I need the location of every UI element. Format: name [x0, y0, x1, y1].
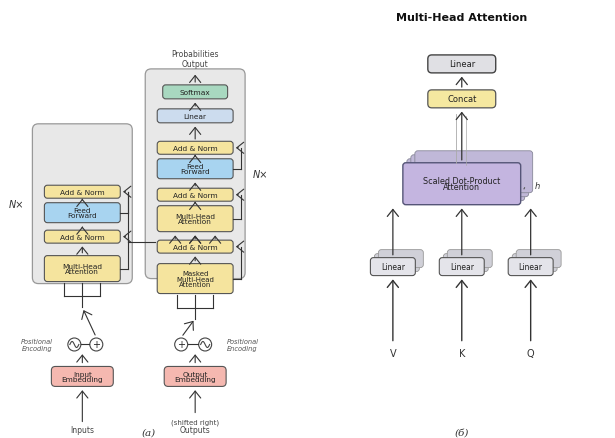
Text: Input: Input — [73, 371, 92, 377]
FancyBboxPatch shape — [44, 256, 121, 282]
FancyBboxPatch shape — [44, 186, 121, 199]
Text: Add & Norm: Add & Norm — [173, 192, 218, 198]
Text: K: K — [459, 349, 465, 359]
Text: Positional
Encoding: Positional Encoding — [20, 338, 52, 351]
FancyBboxPatch shape — [145, 70, 245, 279]
FancyBboxPatch shape — [164, 367, 226, 387]
Text: Multi-Head: Multi-Head — [175, 213, 215, 219]
FancyBboxPatch shape — [157, 110, 233, 124]
Text: Forward: Forward — [68, 213, 97, 219]
Text: N×: N× — [253, 170, 269, 179]
FancyBboxPatch shape — [411, 155, 529, 197]
Text: Multi-Head: Multi-Head — [177, 276, 214, 282]
Text: Feed: Feed — [74, 208, 91, 213]
Circle shape — [68, 338, 81, 351]
FancyBboxPatch shape — [508, 258, 553, 276]
Text: Attention: Attention — [443, 183, 480, 191]
Text: Attention: Attention — [179, 282, 212, 287]
FancyBboxPatch shape — [157, 159, 233, 179]
FancyBboxPatch shape — [378, 250, 423, 268]
Text: (a): (a) — [141, 428, 156, 437]
FancyBboxPatch shape — [157, 206, 233, 232]
Text: Multi-Head: Multi-Head — [62, 263, 102, 269]
FancyBboxPatch shape — [447, 250, 492, 268]
Text: Probabilities: Probabilities — [172, 50, 219, 59]
Text: Linear: Linear — [381, 262, 405, 272]
Text: Embedding: Embedding — [62, 376, 103, 382]
Text: Q: Q — [527, 349, 534, 359]
FancyBboxPatch shape — [439, 258, 484, 276]
FancyBboxPatch shape — [163, 86, 228, 99]
FancyBboxPatch shape — [428, 56, 496, 74]
FancyBboxPatch shape — [370, 258, 415, 276]
Text: Concat: Concat — [447, 95, 477, 104]
Text: Linear: Linear — [449, 60, 475, 69]
FancyBboxPatch shape — [428, 91, 496, 109]
Text: Add & Norm: Add & Norm — [60, 189, 105, 195]
Text: Linear: Linear — [518, 262, 542, 272]
FancyBboxPatch shape — [157, 264, 233, 294]
FancyBboxPatch shape — [403, 163, 521, 205]
Text: Multi-Head Attention: Multi-Head Attention — [396, 13, 528, 23]
Text: Forward: Forward — [180, 169, 210, 175]
Text: +: + — [92, 340, 100, 350]
FancyBboxPatch shape — [44, 203, 121, 223]
Text: Add & Norm: Add & Norm — [173, 145, 218, 152]
FancyBboxPatch shape — [157, 142, 233, 155]
FancyBboxPatch shape — [33, 124, 132, 284]
Circle shape — [199, 338, 212, 351]
FancyBboxPatch shape — [157, 189, 233, 202]
Text: N×: N× — [9, 199, 25, 209]
Text: h: h — [534, 182, 540, 191]
Text: Output: Output — [182, 60, 208, 69]
Text: Output: Output — [183, 371, 208, 377]
Text: Attention: Attention — [178, 219, 212, 225]
FancyBboxPatch shape — [443, 254, 488, 272]
FancyBboxPatch shape — [407, 159, 525, 201]
Text: Linear: Linear — [450, 262, 474, 272]
FancyBboxPatch shape — [516, 250, 561, 268]
FancyBboxPatch shape — [415, 152, 533, 193]
Text: Attention: Attention — [65, 269, 99, 275]
Circle shape — [90, 338, 103, 351]
FancyBboxPatch shape — [44, 231, 121, 244]
Text: V: V — [389, 349, 396, 359]
FancyBboxPatch shape — [52, 367, 113, 387]
Text: Linear: Linear — [184, 113, 207, 120]
Text: Scaled Dot-Product: Scaled Dot-Product — [423, 177, 501, 186]
Text: (б): (б) — [454, 428, 469, 437]
Text: Softmax: Softmax — [180, 90, 210, 95]
Text: (shifted right): (shifted right) — [171, 418, 219, 425]
Text: Embedding: Embedding — [175, 376, 216, 382]
Text: Add & Norm: Add & Norm — [173, 244, 218, 250]
FancyBboxPatch shape — [157, 240, 233, 254]
Text: Add & Norm: Add & Norm — [60, 234, 105, 240]
Text: Outputs: Outputs — [180, 425, 210, 434]
FancyBboxPatch shape — [512, 254, 557, 272]
Text: Feed: Feed — [186, 164, 204, 170]
Text: +: + — [177, 340, 185, 350]
FancyBboxPatch shape — [375, 254, 419, 272]
Text: Inputs: Inputs — [70, 425, 94, 434]
Text: Positional
Encoding: Positional Encoding — [227, 338, 259, 351]
Circle shape — [175, 338, 188, 351]
Text: Masked: Masked — [182, 271, 208, 276]
